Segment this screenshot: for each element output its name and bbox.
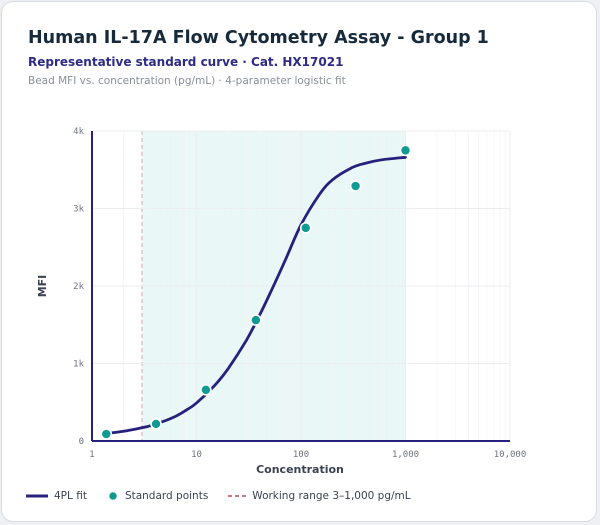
standard-point <box>349 180 362 192</box>
legend-points-label: Standard points <box>124 490 209 502</box>
standard-point <box>399 144 412 157</box>
y-tick-label: 4k <box>73 127 84 137</box>
standard-point <box>299 222 312 234</box>
legend-item-fit: 4PL fit <box>26 490 87 502</box>
standard-point <box>150 418 162 430</box>
x-tick-label: 1,000 <box>392 450 419 460</box>
x-tick-label: 100 <box>293 450 309 460</box>
y-tick-label: 3k <box>73 205 84 215</box>
x-tick-label: 10,000 <box>494 450 527 460</box>
points-layer <box>100 144 412 440</box>
legend-fit-label: 4PL fit <box>54 490 87 502</box>
chart-subtitle: Representative standard curve · Cat. HX1… <box>28 55 344 69</box>
legend-item-points: Standard points <box>107 490 208 502</box>
dashed-line-swatch-icon <box>228 495 247 497</box>
chart-caption: Bead MFI vs. concentration (pg/mL) · 4-p… <box>28 75 346 87</box>
line-swatch-icon <box>26 494 48 498</box>
y-tick-label: 2k <box>73 282 84 292</box>
axes <box>91 131 510 442</box>
legend: 4PL fit Standard points Working range 3–… <box>26 488 431 504</box>
legend-item-range: Working range 3–1,000 pg/mL <box>228 490 411 502</box>
standard-point <box>200 384 212 396</box>
y-axis-title: MFI <box>36 275 49 298</box>
legend-range-label: Working range 3–1,000 pg/mL <box>252 490 411 502</box>
dot-swatch-icon <box>107 490 119 502</box>
gridlines <box>91 130 511 442</box>
x-tick-label: 10 <box>191 450 202 460</box>
x-tick-label: 1 <box>89 450 94 460</box>
y-tick-label: 1k <box>73 360 84 370</box>
standard-point <box>100 428 113 440</box>
tick-labels: 1 10 100 1,000 10,000 0 1k 2k 3k 4k <box>73 127 526 460</box>
standard-point <box>250 314 262 326</box>
y-tick-label: 0 <box>79 437 84 447</box>
x-axis-title: Concentration <box>256 463 344 476</box>
chart-title: Human IL-17A Flow Cytometry Assay - Grou… <box>28 28 489 48</box>
